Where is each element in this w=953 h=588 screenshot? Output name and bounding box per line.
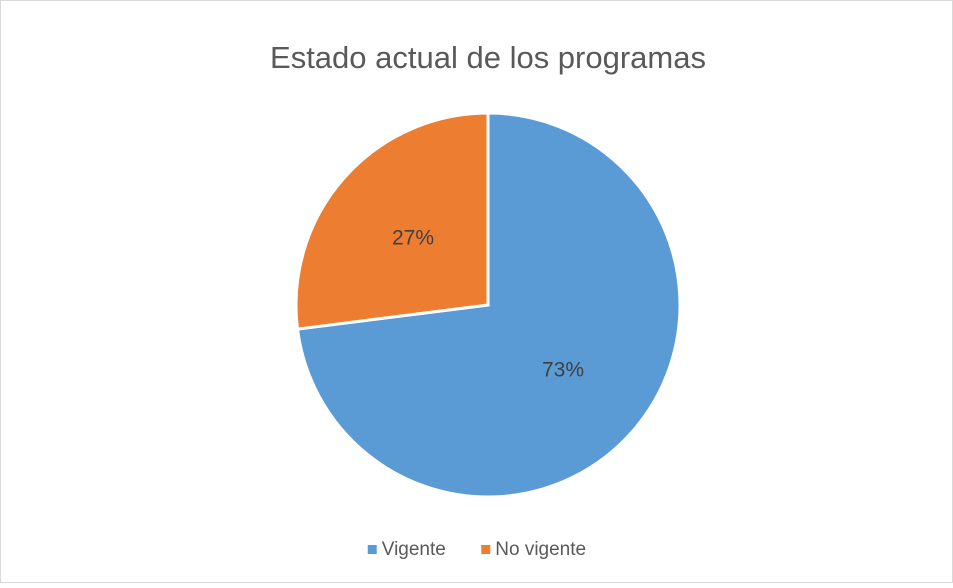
pie-slice	[294, 111, 490, 331]
chart-title: Estado actual de los programas	[270, 40, 706, 75]
legend-swatch	[481, 545, 491, 554]
legend-swatch	[367, 545, 377, 554]
data-label: 73%	[542, 359, 584, 382]
legend-label: No vigente	[495, 539, 586, 560]
data-label: 27%	[392, 226, 434, 249]
legend-label: Vigente	[382, 539, 446, 560]
